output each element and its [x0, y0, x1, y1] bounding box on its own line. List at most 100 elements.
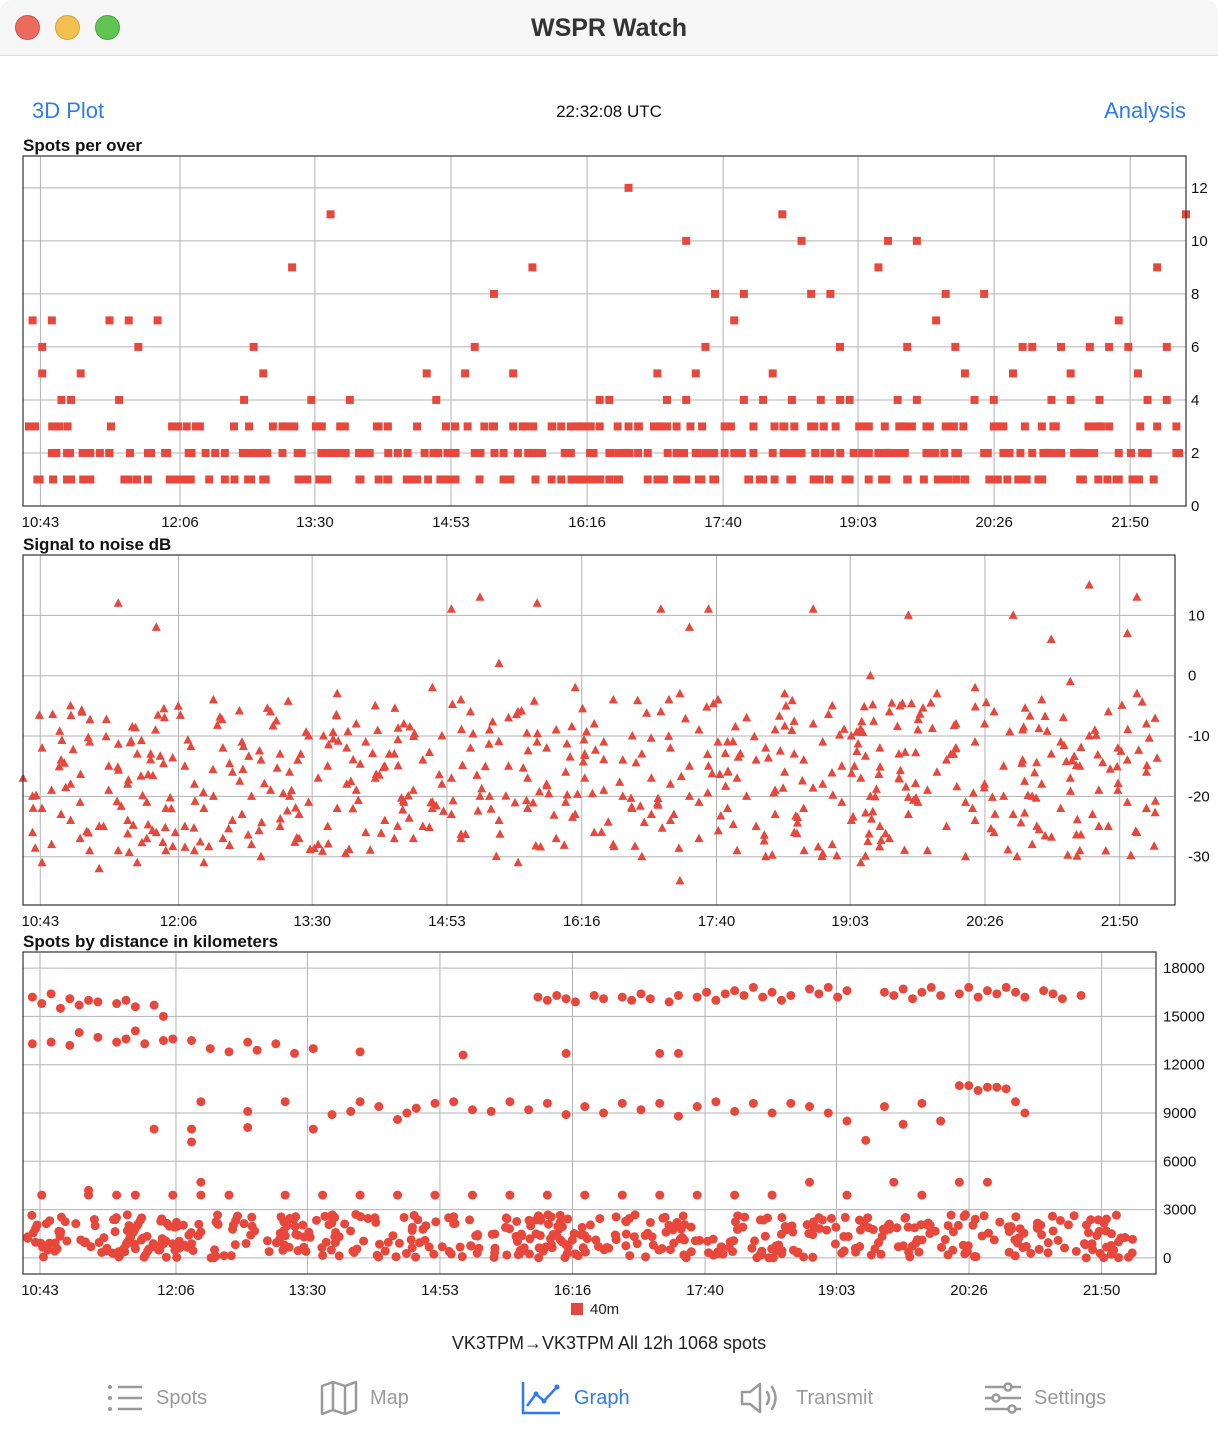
tab-transmit[interactable]: Transmit	[740, 1372, 873, 1424]
data-point	[739, 990, 749, 1000]
data-point	[439, 806, 449, 815]
data-point	[742, 712, 752, 722]
data-point	[74, 1000, 84, 1010]
data-point	[989, 1235, 999, 1245]
data-point	[255, 745, 265, 755]
data-point	[711, 1097, 721, 1107]
data-point	[839, 724, 849, 733]
data-point	[589, 448, 598, 457]
data-point	[561, 1110, 571, 1120]
data-point	[742, 791, 752, 800]
data-point	[645, 994, 655, 1004]
data-point	[1090, 448, 1099, 457]
data-point	[168, 475, 177, 484]
tab-settings[interactable]: Settings	[984, 1372, 1106, 1424]
data-point	[646, 809, 656, 818]
x-tick-label: 10:43	[22, 913, 60, 930]
analysis-button[interactable]: Analysis	[1104, 98, 1186, 123]
tab-map[interactable]: Map	[320, 1372, 409, 1424]
window-title: WSPR Watch	[530, 14, 688, 42]
data-point	[30, 422, 39, 431]
plot-background	[23, 555, 1175, 905]
data-point	[912, 395, 921, 404]
data-point	[1076, 742, 1086, 751]
data-point	[495, 829, 505, 838]
data-point	[990, 809, 1000, 818]
data-point	[713, 825, 723, 835]
data-point	[684, 622, 694, 631]
data-point	[38, 342, 47, 351]
y-tick-label: 12000	[1163, 1057, 1205, 1074]
data-point	[143, 819, 153, 829]
data-point	[1102, 1242, 1112, 1252]
data-point	[480, 761, 490, 771]
data-point	[993, 475, 1002, 484]
data-point	[1128, 475, 1137, 484]
data-point	[359, 1236, 369, 1246]
data-point	[470, 342, 479, 351]
data-point	[625, 1251, 635, 1261]
data-point	[1076, 990, 1086, 1000]
data-point	[243, 1122, 253, 1132]
data-point	[324, 739, 334, 749]
data-point	[981, 697, 991, 707]
data-point	[326, 210, 335, 219]
3d-plot-button[interactable]: 3D Plot	[32, 98, 105, 123]
data-point	[1103, 821, 1113, 831]
data-point	[878, 1224, 888, 1234]
data-point	[840, 1212, 850, 1222]
data-point	[48, 709, 58, 718]
data-point	[489, 1252, 499, 1262]
data-point	[589, 475, 598, 484]
data-point	[583, 475, 592, 484]
data-point	[393, 723, 403, 732]
data-point	[664, 997, 674, 1007]
data-point	[121, 995, 131, 1005]
tab-graph[interactable]: Graph	[520, 1372, 630, 1424]
data-point	[546, 1212, 556, 1222]
tab-spots[interactable]: Spots	[106, 1372, 207, 1424]
x-tick-label: 20:26	[975, 514, 1013, 531]
data-point	[418, 1224, 428, 1234]
data-point	[615, 777, 625, 786]
data-point	[964, 1081, 974, 1091]
zoom-window-button[interactable]	[95, 15, 120, 40]
data-point	[308, 1124, 318, 1134]
data-point	[954, 989, 964, 999]
data-point	[287, 785, 297, 795]
data-point	[748, 1098, 758, 1108]
data-point	[569, 475, 578, 484]
data-point	[531, 840, 541, 850]
data-point	[336, 422, 345, 431]
data-point	[710, 448, 719, 457]
data-point	[1016, 817, 1026, 827]
data-point	[942, 755, 952, 764]
data-point	[1082, 448, 1091, 457]
data-point	[713, 737, 723, 746]
data-point	[779, 448, 788, 457]
data-point	[1051, 422, 1060, 431]
x-tick-label: 17:40	[686, 1282, 724, 1299]
data-point	[1081, 1253, 1091, 1263]
close-window-button[interactable]	[15, 15, 40, 40]
data-point	[807, 289, 816, 298]
data-point	[627, 731, 637, 740]
data-point	[1018, 1243, 1028, 1253]
data-point	[238, 764, 248, 773]
data-point	[627, 802, 637, 811]
list-icon	[108, 1385, 142, 1411]
data-point	[424, 747, 434, 756]
data-point	[31, 790, 41, 800]
data-point	[853, 739, 863, 748]
data-point	[560, 448, 569, 457]
data-point	[732, 845, 742, 855]
data-point	[827, 839, 837, 849]
data-point	[968, 788, 978, 797]
data-point	[189, 845, 199, 855]
minimize-window-button[interactable]	[55, 15, 80, 40]
data-point	[636, 1105, 646, 1115]
data-point	[777, 1213, 787, 1223]
data-point	[1036, 1220, 1046, 1230]
data-point	[1047, 395, 1056, 404]
data-point	[66, 448, 75, 457]
